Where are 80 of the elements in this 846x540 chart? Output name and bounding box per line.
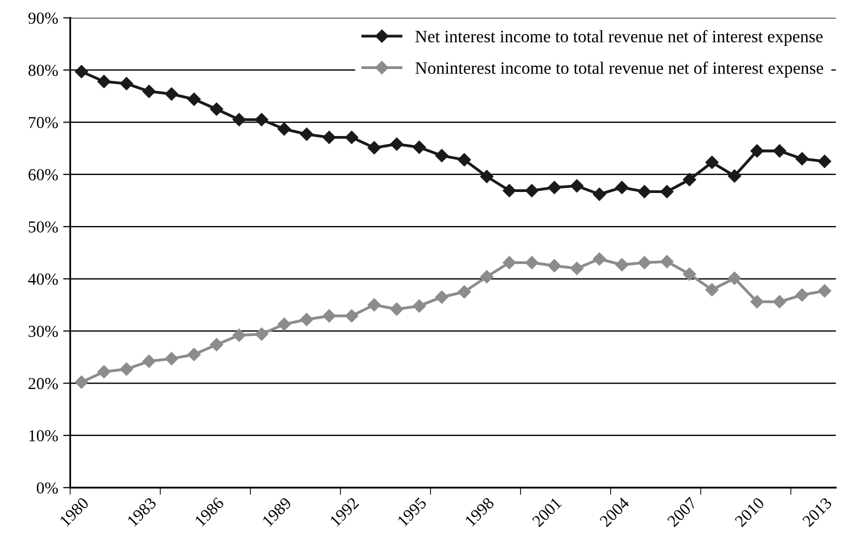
legend-label: Noninterest income to total revenue net of interest expense — [415, 62, 824, 78]
point — [97, 365, 111, 378]
legend-label: Net interest income to total revenue net of interest expense — [415, 30, 823, 46]
y-tick-label: 60% — [28, 169, 58, 180]
point — [412, 140, 426, 154]
point — [525, 184, 538, 198]
point — [210, 338, 224, 352]
point — [322, 309, 336, 322]
point — [368, 141, 381, 154]
point — [187, 92, 201, 106]
y-tick-label: 20% — [28, 378, 58, 390]
point — [502, 184, 516, 198]
point — [480, 270, 494, 284]
point — [322, 130, 336, 144]
point — [570, 179, 584, 192]
point — [232, 328, 246, 342]
point — [592, 252, 606, 266]
point — [548, 259, 561, 272]
point — [210, 102, 224, 116]
point — [164, 352, 178, 366]
point — [638, 256, 652, 270]
point — [412, 299, 426, 313]
point — [818, 154, 832, 168]
point — [728, 272, 742, 285]
point — [525, 256, 538, 270]
point — [750, 144, 764, 158]
point — [592, 188, 606, 201]
point — [97, 74, 111, 88]
y-tick-label: 10% — [29, 430, 58, 442]
point — [705, 156, 719, 169]
point — [548, 180, 561, 194]
point — [300, 128, 314, 141]
point — [772, 144, 786, 158]
point — [255, 328, 268, 341]
point — [615, 258, 629, 272]
point — [390, 138, 404, 151]
point — [570, 262, 584, 275]
y-tick-label: 90% — [28, 12, 58, 24]
point — [74, 376, 88, 389]
point — [750, 295, 764, 308]
point — [187, 348, 201, 362]
point — [345, 130, 358, 144]
point — [660, 255, 674, 268]
point — [502, 256, 516, 270]
point — [480, 170, 494, 184]
point — [458, 285, 471, 298]
point — [728, 169, 742, 183]
y-tick-label: 70% — [28, 116, 58, 128]
point — [368, 298, 381, 312]
point — [142, 84, 156, 98]
point — [232, 113, 246, 126]
point — [435, 290, 448, 304]
y-tick-label: 0% — [36, 482, 58, 494]
point — [255, 113, 268, 126]
point — [795, 152, 809, 166]
point — [660, 185, 674, 198]
point — [390, 302, 404, 316]
point — [682, 173, 696, 186]
y-tick-label: 30% — [28, 326, 58, 338]
point — [458, 153, 471, 166]
point — [120, 77, 134, 90]
point — [795, 288, 809, 302]
point — [705, 283, 719, 296]
point — [300, 312, 314, 326]
point — [772, 295, 786, 308]
y-tick-label: 50% — [28, 221, 58, 233]
point — [435, 149, 448, 162]
point — [74, 65, 88, 78]
point — [278, 318, 291, 331]
point — [615, 180, 629, 194]
point — [278, 122, 291, 136]
point — [682, 268, 696, 281]
point — [164, 87, 178, 101]
point — [818, 284, 832, 298]
point — [345, 309, 358, 322]
y-tick-label: 40% — [28, 274, 58, 285]
point — [120, 362, 134, 376]
point — [638, 185, 652, 198]
y-tick-label: 80% — [28, 64, 58, 76]
point — [142, 354, 156, 368]
